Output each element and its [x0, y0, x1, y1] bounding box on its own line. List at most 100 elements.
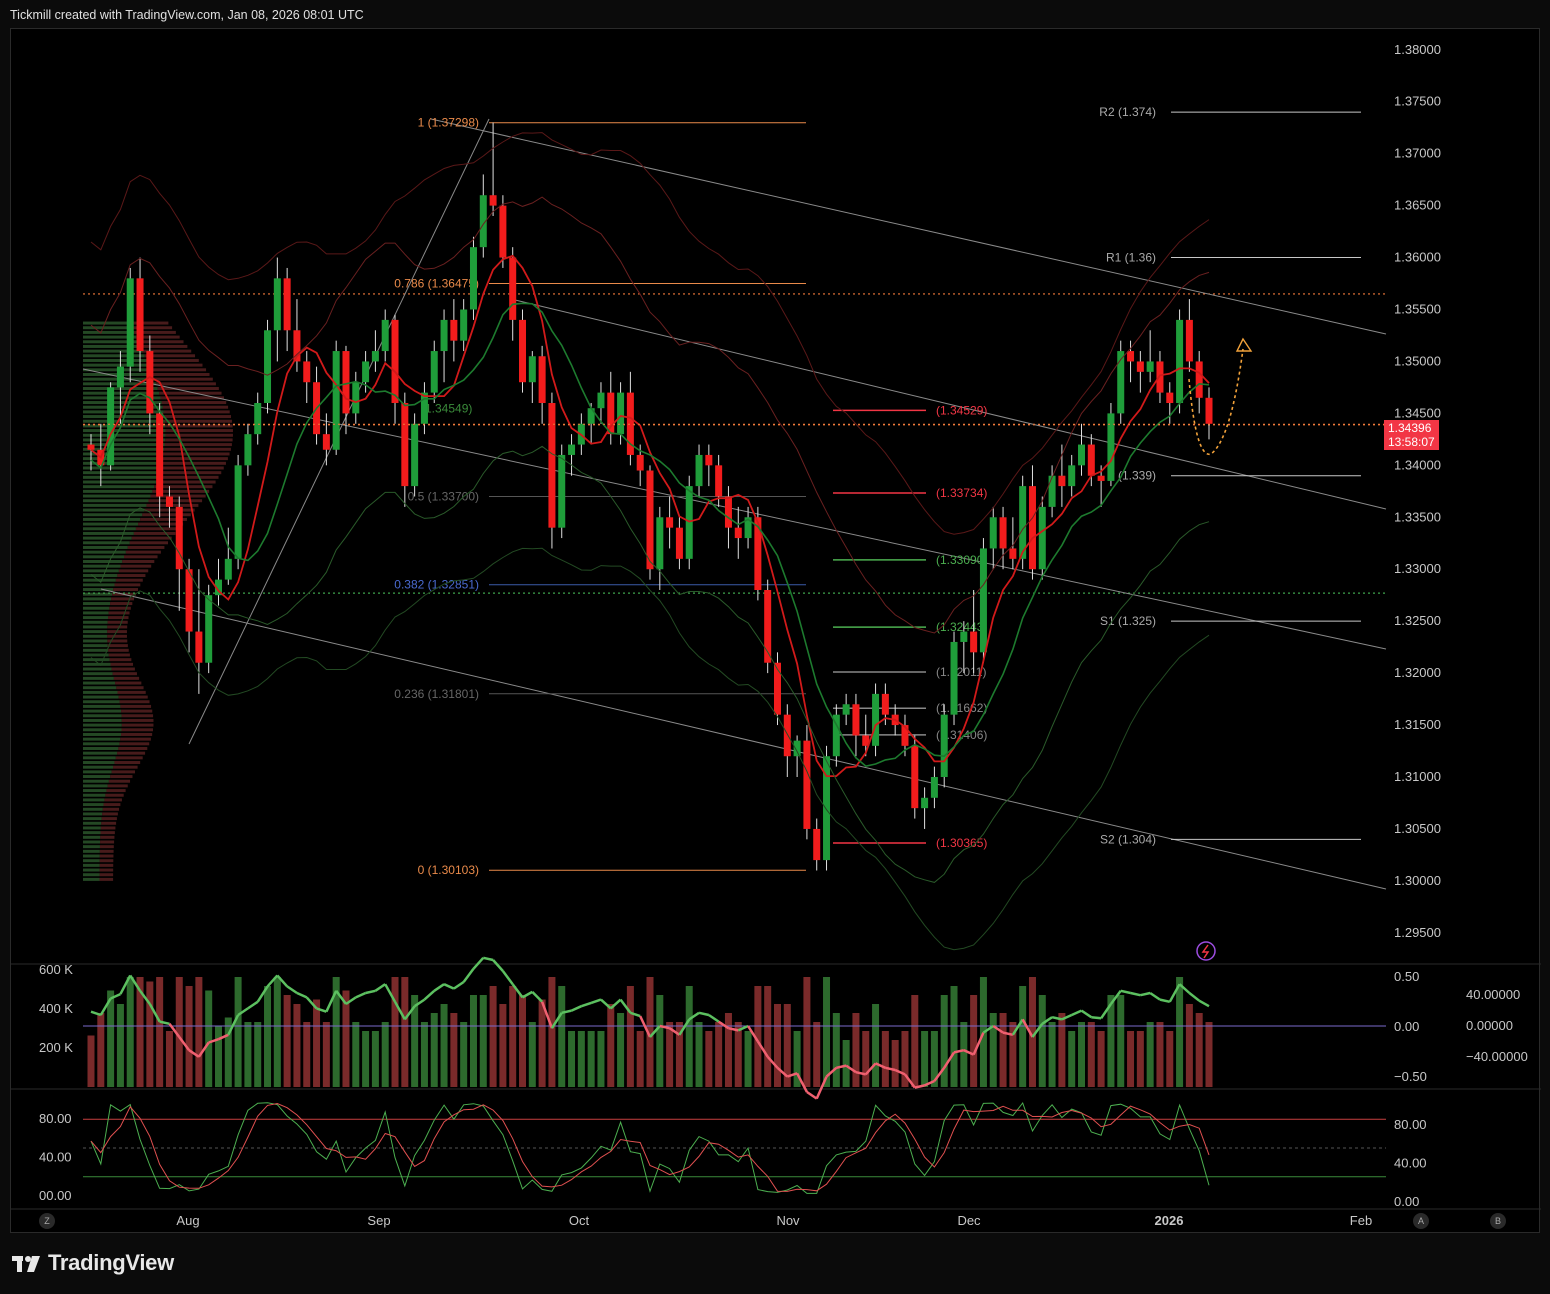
- oscillator-line: [600, 998, 612, 1010]
- volume-bar: [519, 995, 527, 1087]
- channel-line: [510, 298, 1387, 510]
- volume-profile-bar: [83, 676, 114, 680]
- oscillator-line: [296, 991, 308, 999]
- oscillator-line: [355, 991, 367, 999]
- volume-bar: [273, 977, 281, 1087]
- log-scale-button[interactable]: B: [1490, 1213, 1506, 1229]
- oscillator-line: [1061, 1013, 1073, 1021]
- stochastic-k-line: [90, 1101, 1210, 1194]
- oscillator-line: [453, 980, 465, 990]
- auto-scale-button[interactable]: A: [1413, 1213, 1429, 1229]
- envelope-lower-line: [90, 547, 1210, 951]
- oscillator-line: [1159, 998, 1171, 1004]
- volume-profile-bar: [83, 863, 100, 867]
- candle-body: [381, 319, 389, 352]
- volume-profile-bar: [83, 569, 119, 573]
- candle-body: [587, 408, 595, 424]
- volume-profile-bar: [120, 704, 152, 708]
- volume-bar: [460, 1022, 468, 1087]
- alert-bolt-icon: [1201, 944, 1210, 959]
- volume-bar: [744, 1031, 752, 1087]
- candle-body: [411, 423, 419, 487]
- volume-bar: [175, 977, 183, 1087]
- volume-bar: [636, 1031, 644, 1087]
- volume-profile-bar: [83, 513, 143, 517]
- fib-level-label: 0.236 (1.31801): [394, 687, 479, 701]
- volume-bar: [793, 1031, 801, 1087]
- cci-tick-label: −40.00000: [1466, 1049, 1528, 1064]
- candle-body: [1097, 475, 1105, 481]
- oscillator-line: [393, 1001, 406, 1021]
- candle-body: [1087, 444, 1095, 476]
- volume-profile-bar: [109, 606, 131, 610]
- candle-body: [842, 704, 850, 715]
- volume-profile-bar: [83, 877, 100, 881]
- channel-line: [100, 588, 1387, 890]
- volume-bar: [813, 1022, 821, 1087]
- volume-bar: [254, 1022, 262, 1087]
- tradingview-logo[interactable]: TradingView: [12, 1250, 174, 1276]
- oscillator-line: [550, 1012, 563, 1029]
- volume-profile-bar: [113, 676, 140, 680]
- fib-level-label: 0.786 (1.36475): [394, 277, 479, 291]
- fib-level-label: 1 (1.37298): [418, 116, 479, 130]
- oscillator-line: [129, 974, 142, 992]
- oscillator-line: [885, 1066, 896, 1072]
- oscillator-line: [148, 1003, 161, 1023]
- volume-bar: [362, 1031, 370, 1087]
- oscillator-line: [511, 983, 524, 999]
- candle-body: [656, 517, 664, 570]
- target-level-label: (1.31662): [936, 701, 987, 715]
- oscillator-line: [943, 1051, 956, 1069]
- volume-bar: [234, 977, 242, 1087]
- candle-body: [989, 517, 997, 549]
- volume-profile-bar: [108, 611, 130, 615]
- oscillator-line: [728, 1026, 739, 1032]
- volume-profile-bar: [107, 639, 128, 643]
- volume-bar: [195, 977, 203, 1087]
- price-tick-label: 1.38000: [1394, 42, 1441, 57]
- price-tick-label: 1.37500: [1394, 94, 1441, 109]
- volume-profile-bar: [83, 803, 104, 807]
- time-tick-label: 2026: [1155, 1213, 1184, 1228]
- volume-profile-bar: [83, 541, 130, 545]
- volume-profile-bar: [83, 574, 118, 578]
- oscillator-line: [443, 983, 455, 990]
- volume-bar: [1136, 1031, 1144, 1087]
- volume-bar: [675, 1022, 683, 1087]
- volume-bar: [754, 986, 762, 1087]
- volume-profile-bar: [83, 686, 117, 690]
- chart-frame[interactable]: 1.38000 1.37500 1.37000 1.36500 1.36000 1.355…: [10, 28, 1541, 1234]
- candle-body: [1205, 397, 1213, 424]
- forecast-arrowhead: [1235, 337, 1253, 352]
- oscillator-line: [501, 970, 514, 985]
- volume-profile-bar: [83, 644, 108, 648]
- target-level-label: (1.34529): [936, 403, 987, 417]
- volume-bar: [1107, 995, 1115, 1087]
- candle-body: [715, 465, 723, 497]
- volume-profile-bar: [83, 597, 112, 601]
- volume-profile-bar: [120, 564, 152, 568]
- volume-bar: [891, 1040, 899, 1087]
- oscillator-line: [963, 1049, 975, 1056]
- volume-profile-bar: [83, 461, 162, 465]
- volume-profile-bar: [140, 344, 188, 348]
- candle-body: [1127, 351, 1135, 362]
- volume-bar: [411, 995, 419, 1087]
- volume-profile-bar: [101, 817, 117, 821]
- volume-profile-bar: [148, 499, 203, 503]
- chart-canvas[interactable]: 1.38000 1.37500 1.37000 1.36500 1.36000 1.355…: [11, 29, 1541, 1234]
- candle-body: [1078, 444, 1086, 466]
- oscillator-line: [325, 990, 338, 1013]
- oscillator-line: [1021, 1018, 1034, 1038]
- candle-body: [352, 382, 360, 414]
- volume-profile-bar: [83, 728, 122, 732]
- candle-body: [1048, 475, 1056, 507]
- volume-profile-bar: [159, 391, 222, 395]
- volume-profile-bar: [154, 377, 213, 381]
- volume-profile-bar: [83, 354, 145, 358]
- zoom-button[interactable]: Z: [39, 1213, 55, 1229]
- volume-bar: [332, 977, 340, 1087]
- volume-bar: [921, 1031, 929, 1087]
- oscillator-tick-label: 0.50: [1394, 969, 1419, 984]
